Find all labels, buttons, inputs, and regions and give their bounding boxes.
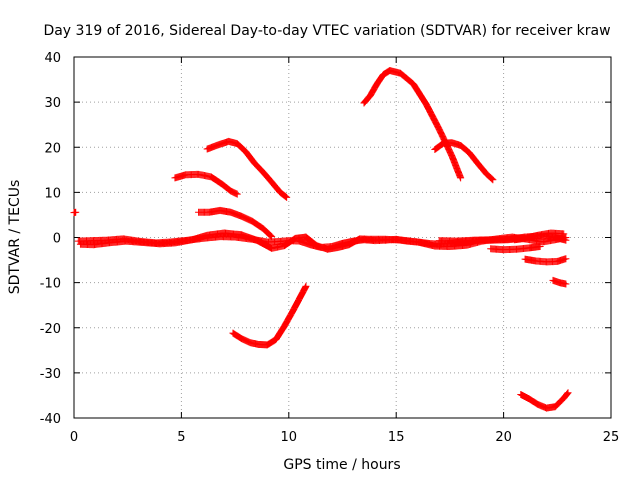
- data-series-pass-6: [431, 139, 497, 184]
- data-series-markers: [229, 282, 310, 349]
- x-tick-label: 15: [388, 430, 405, 445]
- data-series-markers: [431, 139, 497, 184]
- y-axis-label: SDTVAR / TECUs: [7, 180, 23, 295]
- x-tick-label: 5: [177, 430, 185, 445]
- y-tick-label: -40: [40, 412, 61, 427]
- data-series-pass-1: [171, 170, 241, 198]
- data-series-markers: [195, 206, 276, 241]
- data-series-markers: [510, 229, 568, 244]
- y-tick-label: 10: [44, 186, 61, 201]
- y-tick-label: 20: [44, 141, 61, 156]
- x-tick-label: 25: [603, 430, 620, 445]
- x-tick-label: 20: [495, 430, 512, 445]
- data-series-pass-12: [517, 389, 572, 412]
- data-series-markers: [171, 170, 241, 198]
- data-series-pass-11: [549, 276, 570, 288]
- y-tick-label: -10: [40, 277, 61, 292]
- x-tick-label: 10: [281, 430, 298, 445]
- data-series-pass-3: [195, 206, 276, 241]
- data-series-pass-9: [487, 243, 544, 254]
- data-series-markers: [549, 276, 570, 288]
- x-tick-label: 0: [70, 430, 78, 445]
- y-tick-label: -30: [40, 367, 61, 382]
- data-series-markers: [521, 255, 570, 266]
- y-tick-label: 30: [44, 96, 61, 111]
- data-series-markers: [487, 243, 544, 254]
- data-series-markers: [203, 137, 291, 201]
- chart-title: Day 319 of 2016, Sidereal Day-to-day VTE…: [43, 23, 610, 39]
- y-tick-labels: -40 -30 -20 -10 0 10 20 30 40: [40, 51, 61, 427]
- data-series-pass-8: [510, 229, 568, 244]
- axis-ticks: [73, 56, 612, 419]
- data-series-markers: [70, 208, 80, 217]
- x-tick-labels: 0 5 10 15 20 25: [70, 430, 619, 445]
- data-series-pass-2: [203, 137, 291, 201]
- y-tick-label: 40: [44, 51, 61, 66]
- x-axis-label: GPS time / hours: [283, 457, 400, 473]
- data-series-left-stub: [70, 208, 80, 217]
- data-series-group: [70, 67, 572, 412]
- y-tick-label: 0: [53, 232, 61, 247]
- data-series-markers: [517, 389, 572, 412]
- data-series-pass-10: [521, 255, 570, 266]
- y-tick-label: -20: [40, 322, 61, 337]
- data-series-pass-4: [229, 282, 310, 349]
